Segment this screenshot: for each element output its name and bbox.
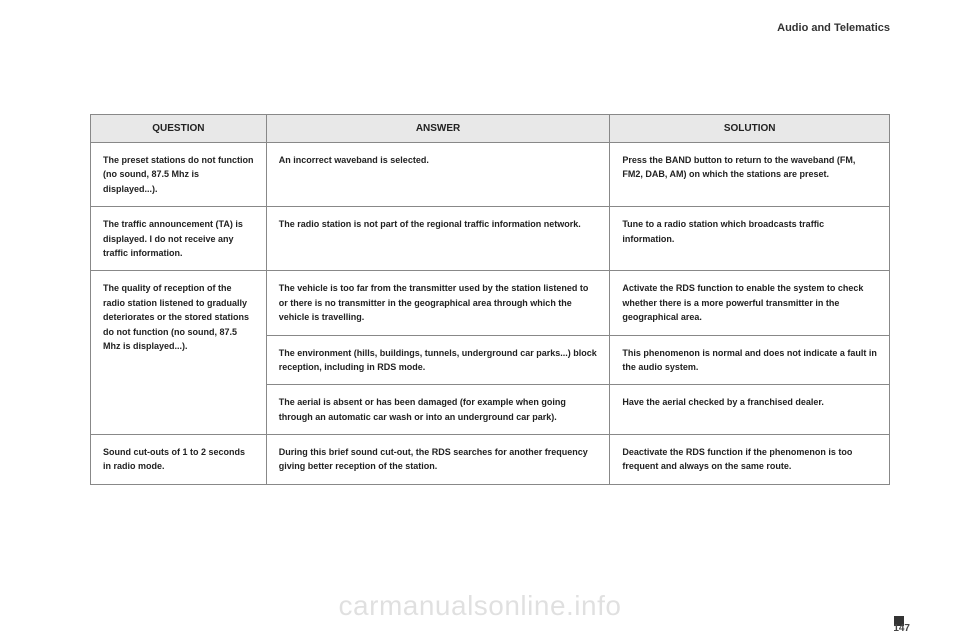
cell-answer: The vehicle is too far from the transmit… — [266, 271, 610, 335]
table-row: Sound cut-outs of 1 to 2 seconds in radi… — [91, 435, 890, 485]
cell-question: The traffic announcement (TA) is display… — [91, 207, 267, 271]
cell-solution: Deactivate the RDS function if the pheno… — [610, 435, 890, 485]
cell-answer: The radio station is not part of the reg… — [266, 207, 610, 271]
table-row: The traffic announcement (TA) is display… — [91, 207, 890, 271]
col-header-question: QUESTION — [91, 115, 267, 143]
faq-table: QUESTION ANSWER SOLUTION The preset stat… — [90, 114, 890, 485]
col-header-answer: ANSWER — [266, 115, 610, 143]
cell-question: Sound cut-outs of 1 to 2 seconds in radi… — [91, 435, 267, 485]
cell-answer: During this brief sound cut-out, the RDS… — [266, 435, 610, 485]
cell-answer: The environment (hills, buildings, tunne… — [266, 335, 610, 385]
cell-question: The preset stations do not function (no … — [91, 143, 267, 207]
cell-question: The quality of reception of the radio st… — [91, 271, 267, 435]
cell-solution: Have the aerial checked by a franchised … — [610, 385, 890, 435]
cell-solution: This phenomenon is normal and does not i… — [610, 335, 890, 385]
col-header-solution: SOLUTION — [610, 115, 890, 143]
table-row: The quality of reception of the radio st… — [91, 271, 890, 335]
cell-solution: Press the BAND button to return to the w… — [610, 143, 890, 207]
cell-solution: Tune to a radio station which broadcasts… — [610, 207, 890, 271]
table-row: The preset stations do not function (no … — [91, 143, 890, 207]
page-number: 147 — [893, 623, 910, 634]
cell-answer: An incorrect waveband is selected. — [266, 143, 610, 207]
cell-answer: The aerial is absent or has been damaged… — [266, 385, 610, 435]
section-header: Audio and Telematics — [777, 22, 890, 34]
faq-table-container: QUESTION ANSWER SOLUTION The preset stat… — [90, 114, 890, 485]
cell-solution: Activate the RDS function to enable the … — [610, 271, 890, 335]
watermark-text: carmanualsonline.info — [339, 590, 622, 622]
